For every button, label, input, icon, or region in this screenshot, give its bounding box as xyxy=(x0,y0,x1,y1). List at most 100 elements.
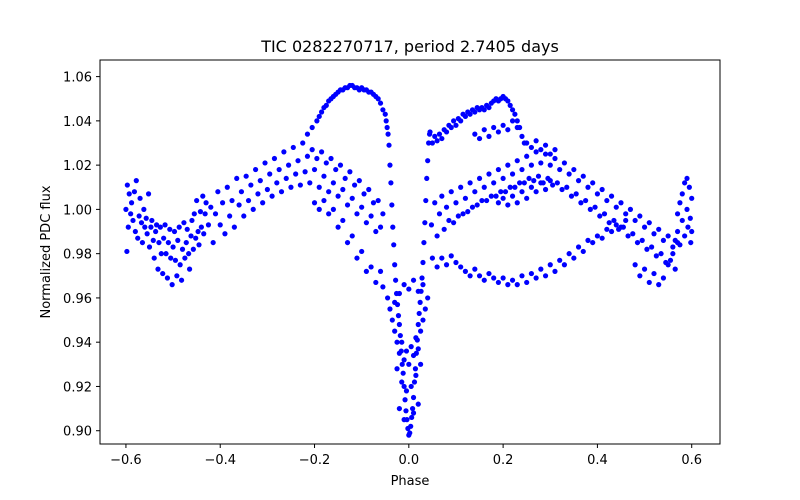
data-point xyxy=(418,361,424,367)
data-point xyxy=(193,235,199,241)
data-point xyxy=(443,204,450,210)
data-point xyxy=(335,224,341,230)
data-point xyxy=(396,350,402,356)
data-point xyxy=(349,233,355,239)
data-point xyxy=(168,255,174,261)
data-point xyxy=(300,140,306,146)
data-point xyxy=(413,372,419,378)
data-point xyxy=(533,138,539,144)
data-point xyxy=(260,200,266,206)
data-point xyxy=(531,178,537,184)
data-point xyxy=(158,251,164,257)
data-point xyxy=(611,217,617,224)
data-point xyxy=(547,151,553,157)
data-point xyxy=(163,251,169,257)
data-point xyxy=(314,155,320,162)
y-tick-label: 0.92 xyxy=(63,380,92,395)
data-point xyxy=(509,277,516,283)
data-point xyxy=(227,213,233,219)
data-point xyxy=(641,224,648,230)
data-point xyxy=(391,242,397,248)
data-point xyxy=(410,410,417,416)
data-point xyxy=(141,206,147,212)
data-point xyxy=(627,206,634,212)
data-point xyxy=(384,124,390,131)
y-tick-label: 0.90 xyxy=(63,425,92,440)
data-point xyxy=(304,131,311,137)
data-point xyxy=(383,118,389,124)
data-point xyxy=(276,166,282,173)
data-point xyxy=(686,184,692,190)
data-point xyxy=(500,195,506,201)
data-point xyxy=(183,239,189,246)
data-point xyxy=(604,197,610,204)
data-point xyxy=(195,228,201,235)
data-point xyxy=(396,321,402,328)
data-point xyxy=(481,107,487,113)
data-point xyxy=(407,430,413,436)
data-point xyxy=(316,113,322,120)
data-point xyxy=(443,129,450,135)
data-point xyxy=(613,204,619,210)
data-point xyxy=(571,166,577,173)
data-point xyxy=(395,313,402,319)
data-point xyxy=(370,200,377,206)
data-point xyxy=(403,408,409,414)
data-point xyxy=(660,237,667,243)
data-point xyxy=(245,197,252,204)
data-point xyxy=(330,206,336,212)
data-point xyxy=(420,317,426,323)
data-point xyxy=(434,233,440,239)
data-point xyxy=(393,277,399,283)
x-tick-label: −0.4 xyxy=(204,453,236,468)
data-point xyxy=(335,193,341,199)
data-point xyxy=(264,186,270,193)
data-point xyxy=(604,226,610,232)
data-point xyxy=(248,182,254,188)
data-point xyxy=(547,262,553,268)
data-point xyxy=(578,200,584,206)
data-point xyxy=(309,147,315,153)
data-point xyxy=(585,237,591,243)
data-point xyxy=(535,173,542,179)
data-point xyxy=(321,173,327,179)
data-point xyxy=(293,171,299,177)
x-tick-label: 0.0 xyxy=(398,453,419,468)
data-point xyxy=(427,129,433,135)
data-point xyxy=(136,213,142,219)
data-point xyxy=(401,417,407,423)
data-point xyxy=(124,182,130,188)
data-point xyxy=(302,169,308,175)
data-point xyxy=(491,124,497,131)
data-point xyxy=(439,193,445,199)
data-point xyxy=(288,184,294,190)
data-point xyxy=(448,124,454,131)
data-point xyxy=(377,268,384,274)
data-point xyxy=(500,175,506,182)
data-point xyxy=(149,217,155,224)
data-point xyxy=(377,224,384,230)
data-point xyxy=(575,178,582,184)
data-point xyxy=(677,242,683,248)
data-point xyxy=(587,206,593,212)
data-point xyxy=(448,189,454,195)
data-point xyxy=(179,246,186,252)
data-point xyxy=(326,189,332,195)
data-point xyxy=(472,131,478,137)
data-point xyxy=(316,184,322,190)
data-point xyxy=(215,189,221,195)
data-point xyxy=(505,202,511,208)
data-point xyxy=(594,233,601,239)
data-point xyxy=(394,366,400,372)
data-point xyxy=(354,211,360,217)
data-point xyxy=(561,262,568,268)
data-point xyxy=(201,231,207,237)
data-point xyxy=(396,405,402,412)
data-point xyxy=(203,200,209,206)
data-point xyxy=(637,213,643,219)
data-point xyxy=(399,339,405,345)
data-point xyxy=(363,220,369,226)
data-point xyxy=(380,284,386,290)
data-point xyxy=(552,155,558,162)
x-tick-label: 0.2 xyxy=(493,453,514,468)
